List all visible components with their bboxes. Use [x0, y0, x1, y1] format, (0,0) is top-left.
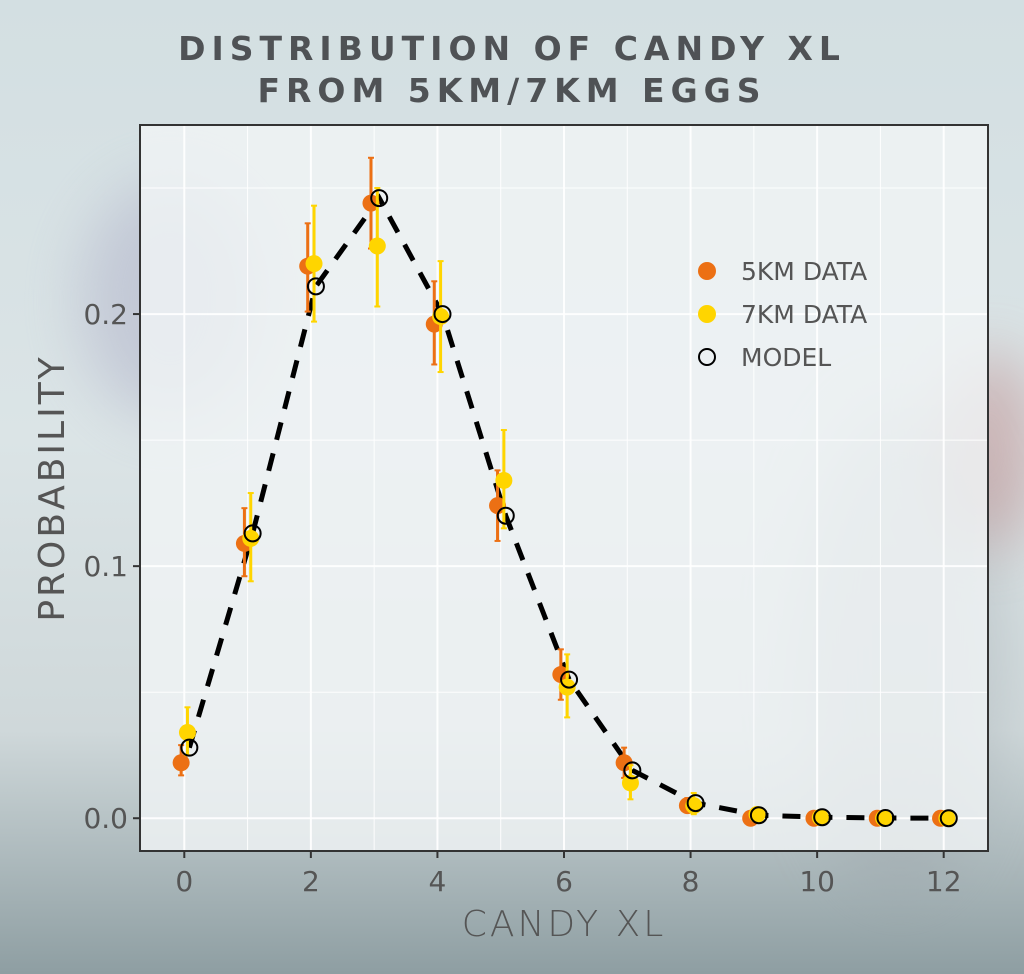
model-point — [180, 738, 199, 757]
model-point — [306, 277, 325, 296]
chart-title-line: FROM 5KM/7KM EGGS — [257, 71, 767, 110]
legend-marker-model — [698, 348, 716, 366]
model-point — [370, 189, 389, 208]
model-point — [876, 808, 895, 827]
model-point — [813, 808, 832, 827]
axis-ticks: 0 2 4 6 8 10 12 0.0 0.1 0.2 — [83, 298, 961, 898]
marks — [172, 156, 958, 828]
5km-data-point — [172, 754, 190, 772]
model-point — [560, 670, 579, 689]
x-tick-label: 0 — [175, 865, 193, 898]
x-tick-label: 2 — [302, 865, 320, 898]
5km-data-point — [552, 666, 570, 684]
5km-data-point — [362, 194, 380, 212]
legend-label: 7KM DATA — [741, 300, 867, 329]
x-axis-label: CANDY XL — [462, 904, 667, 945]
model-point — [243, 524, 262, 543]
legend-label: MODEL — [741, 343, 831, 372]
legend-label: 5KM DATA — [741, 257, 867, 286]
7km-data-point — [305, 255, 323, 273]
model-point — [686, 794, 705, 813]
chart-title: DISTRIBUTION OF CANDY XL FROM 5KM/7KM EG… — [0, 28, 1024, 112]
legend-marker-7km — [698, 305, 716, 323]
model-point — [939, 809, 958, 828]
x-tick-label: 8 — [682, 865, 700, 898]
x-tick-label: 12 — [926, 865, 962, 898]
y-tick-label: 0.2 — [83, 298, 128, 331]
x-tick-label: 4 — [429, 865, 447, 898]
x-tick-label: 10 — [799, 865, 835, 898]
y-axis-label: PROBABILITY — [32, 354, 73, 621]
7km-data-point — [495, 471, 513, 489]
y-tick-label: 0.0 — [83, 802, 128, 835]
7km-data-point — [242, 529, 260, 547]
model-point — [749, 806, 768, 825]
y-tick-label: 0.1 — [83, 550, 128, 583]
x-tick-label: 6 — [555, 865, 573, 898]
5km-data-point — [615, 754, 633, 772]
legend: 5KM DATA 7KM DATA MODEL — [698, 257, 867, 372]
7km-data-point — [368, 237, 386, 255]
model-point — [496, 506, 515, 525]
7km-data-point — [178, 724, 196, 742]
chart-title-line: DISTRIBUTION OF CANDY XL — [178, 29, 846, 68]
legend-marker-5km — [698, 262, 716, 280]
model-point — [623, 761, 642, 780]
model-point — [433, 305, 452, 324]
